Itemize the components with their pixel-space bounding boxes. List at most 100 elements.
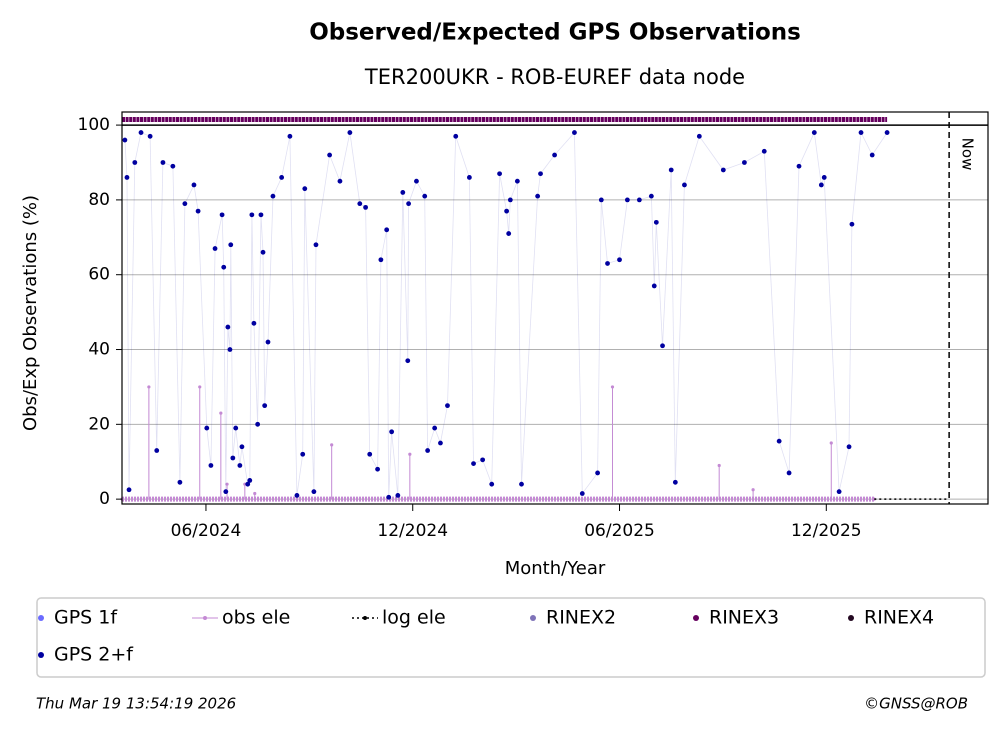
x-tick-label: 12/2024 bbox=[377, 521, 448, 541]
plot-area: Now bbox=[120, 112, 988, 504]
plot-background bbox=[122, 112, 988, 504]
data-point bbox=[538, 171, 543, 177]
data-point bbox=[504, 208, 510, 214]
stem-point bbox=[872, 497, 876, 501]
data-point bbox=[425, 448, 431, 453]
x-tick-label: 12/2025 bbox=[791, 521, 862, 541]
stem-point bbox=[408, 452, 412, 456]
legend-entry: GPS 1f bbox=[38, 607, 118, 629]
x-tick-label: 06/2025 bbox=[584, 521, 655, 541]
stem-point bbox=[829, 441, 833, 445]
footer-date: Thu Mar 19 13:54:19 2026 bbox=[36, 695, 236, 713]
data-point bbox=[219, 212, 225, 218]
data-point bbox=[414, 178, 419, 184]
legend-entry: RINEX4 bbox=[848, 607, 934, 629]
stem-point bbox=[219, 411, 223, 415]
footer-credit: ©GNSS@ROB bbox=[864, 695, 968, 713]
data-point bbox=[251, 320, 257, 326]
x-tick-label: 06/2024 bbox=[171, 521, 242, 541]
y-axis-label: Obs/Exp Observations (%) bbox=[20, 195, 41, 431]
data-point bbox=[363, 204, 368, 210]
data-point bbox=[648, 193, 654, 199]
data-point bbox=[579, 491, 585, 496]
data-point bbox=[258, 212, 264, 218]
stem-point bbox=[330, 443, 334, 447]
legend-label: RINEX4 bbox=[864, 607, 934, 629]
data-point bbox=[154, 448, 160, 453]
data-point bbox=[227, 347, 233, 352]
data-point bbox=[204, 425, 210, 431]
now-label: Now bbox=[959, 138, 977, 171]
y-tick-label: 20 bbox=[88, 414, 110, 434]
data-point bbox=[811, 130, 817, 135]
y-tick-label: 60 bbox=[88, 265, 110, 285]
data-point bbox=[489, 481, 495, 487]
data-point bbox=[225, 324, 231, 330]
data-point bbox=[400, 190, 406, 195]
y-tick-label: 0 bbox=[99, 489, 110, 509]
stem-point bbox=[147, 385, 151, 389]
chart-subtitle: TER200UKR - ROB-EUREF data node bbox=[364, 65, 745, 89]
data-point bbox=[160, 160, 166, 165]
legend-box bbox=[36, 597, 986, 678]
legend-swatch bbox=[38, 652, 44, 658]
legend-entry: obs ele bbox=[192, 607, 290, 629]
data-point bbox=[191, 182, 197, 188]
data-point bbox=[386, 494, 392, 500]
legend-label: GPS 1f bbox=[54, 607, 118, 629]
data-point bbox=[177, 479, 183, 485]
legend-swatch bbox=[363, 616, 367, 620]
data-point bbox=[337, 178, 343, 184]
data-point bbox=[552, 152, 557, 158]
data-point bbox=[147, 133, 153, 139]
data-point bbox=[682, 182, 687, 188]
data-point bbox=[884, 130, 890, 135]
data-point bbox=[598, 197, 604, 203]
data-point bbox=[138, 130, 144, 135]
data-point bbox=[405, 358, 411, 364]
legend-label: RINEX3 bbox=[709, 607, 779, 629]
data-point bbox=[300, 451, 306, 457]
data-point bbox=[228, 242, 234, 248]
data-point bbox=[796, 163, 802, 169]
data-point bbox=[651, 283, 657, 289]
data-point bbox=[846, 444, 852, 450]
stem-point bbox=[198, 385, 202, 389]
data-point bbox=[849, 221, 855, 227]
data-point bbox=[453, 133, 459, 139]
data-point bbox=[672, 479, 678, 485]
data-point bbox=[438, 440, 443, 446]
data-point bbox=[294, 492, 300, 498]
data-point bbox=[624, 197, 630, 203]
data-point bbox=[776, 438, 782, 444]
legend-label: obs ele bbox=[222, 607, 290, 629]
legend-entry: RINEX3 bbox=[693, 607, 779, 629]
data-point bbox=[302, 186, 308, 192]
data-point bbox=[836, 489, 842, 495]
data-point bbox=[497, 171, 502, 177]
data-point bbox=[595, 470, 600, 476]
data-point bbox=[122, 137, 128, 143]
data-point bbox=[249, 212, 255, 218]
data-point bbox=[466, 175, 472, 180]
stem-point bbox=[717, 463, 721, 468]
data-point bbox=[182, 201, 188, 207]
data-point bbox=[311, 489, 317, 495]
data-point bbox=[375, 466, 380, 472]
data-point bbox=[255, 421, 261, 427]
data-point bbox=[132, 160, 138, 165]
data-point bbox=[605, 261, 610, 266]
data-point bbox=[170, 163, 176, 169]
data-point bbox=[507, 197, 513, 203]
data-point bbox=[239, 444, 245, 450]
data-point bbox=[653, 219, 659, 225]
stem-point bbox=[225, 482, 229, 486]
x-axis-label: Month/Year bbox=[505, 558, 606, 579]
data-point bbox=[821, 175, 827, 180]
data-point bbox=[313, 242, 319, 248]
data-point bbox=[406, 201, 411, 207]
stem-point bbox=[610, 385, 615, 389]
data-point bbox=[519, 481, 524, 487]
data-point bbox=[818, 182, 824, 188]
